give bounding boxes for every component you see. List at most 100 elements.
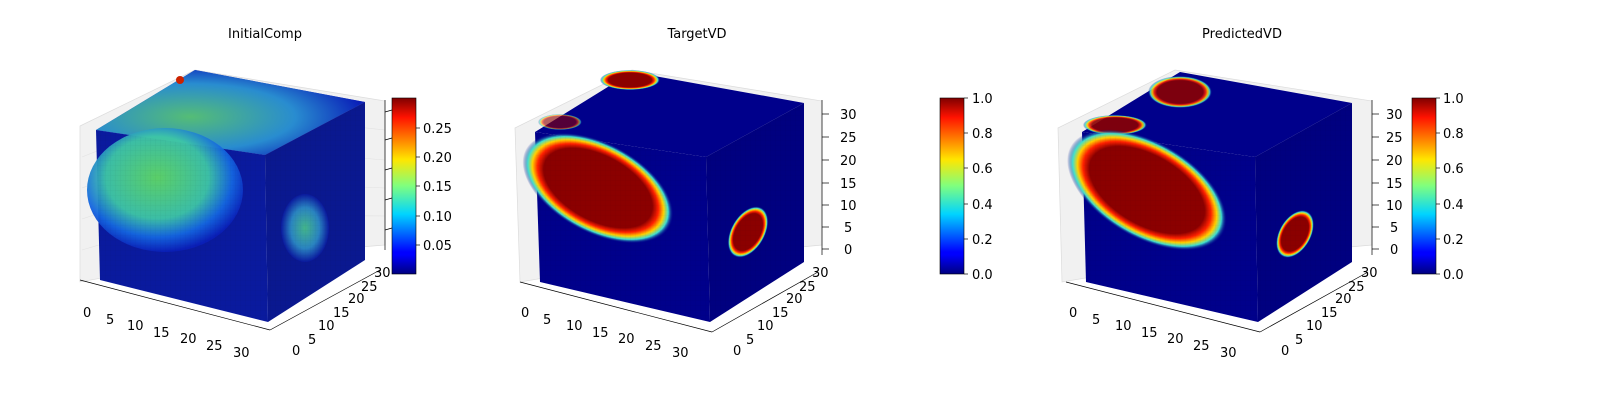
y-tick-label: 20 [1335,292,1352,307]
x-tick-label: 30 [1220,346,1237,361]
y-tick-label: 0 [733,344,741,359]
z-ticks [1372,113,1379,250]
colorbar-tick-label: 0.25 [423,122,452,137]
y-tick-label: 0 [1281,344,1289,359]
x-tick-labels: 0 5 10 15 20 25 30 [83,306,250,361]
z-tick-label: 0 [1390,243,1398,258]
colorbar-tick-label: 0.8 [972,127,993,142]
x-tick-label: 5 [106,313,114,328]
x-tick-label: 15 [592,326,609,341]
y-tick-label: 5 [308,333,316,348]
y-axis [1259,271,1369,333]
z-tick-label: 10 [1386,199,1403,214]
x-axis [79,279,271,331]
z-tick-label: 25 [840,131,857,146]
y-tick-label: 30 [374,266,391,281]
z-tick-labels: 30 25 20 15 10 5 0 [840,108,857,258]
x-tick-label: 10 [127,319,144,334]
y-tick-label: 20 [348,292,365,307]
x-tick-label: 10 [1115,319,1132,334]
x-tick-label: 30 [233,346,250,361]
z-tick-label: 5 [1390,221,1398,236]
colorbar [939,97,965,275]
colorbar-tick-label: 0.6 [1443,162,1464,177]
colorbar-tick-label: 0.8 [1443,127,1464,142]
y-axis [269,269,381,331]
colorbar-tick-label: 0.0 [972,268,993,283]
x-tick-label: 25 [1193,339,1210,354]
colorbar-tick-label: 1.0 [972,92,993,107]
z-ticks [822,113,829,250]
x-tick-label: 20 [1167,332,1184,347]
panel-title: TargetVD [666,27,726,42]
colorbar-tick-label: 0.4 [972,198,993,213]
colorbar-tick-label: 1.0 [1443,92,1464,107]
x-tick-label: 10 [566,319,583,334]
x-tick-label: 20 [618,332,635,347]
x-tick-label: 15 [153,326,170,341]
y-tick-label: 25 [361,280,378,295]
z-tick-label: 25 [1386,131,1403,146]
y-tick-label: 5 [746,333,754,348]
y-tick-labels: 0 5 10 15 20 25 30 [292,266,391,359]
colorbar [1411,97,1437,275]
colorbar-tick-label: 0.05 [423,239,452,254]
z-tick-label: 20 [1386,154,1403,169]
z-tick-label: 10 [840,199,857,214]
z-tick-labels: 30 25 20 15 10 5 0 [1386,108,1403,258]
x-tick-label: 25 [645,339,662,354]
x-tick-label: 15 [1141,326,1158,341]
y-tick-label: 30 [1361,266,1378,281]
z-tick-label: 20 [840,154,857,169]
y-tick-label: 10 [318,319,335,334]
y-tick-label: 10 [757,319,774,334]
y-tick-label: 25 [799,280,816,295]
colorbar-tick-label: 0.2 [1443,233,1464,248]
z-tick-label: 30 [1386,108,1403,123]
y-tick-label: 10 [1306,319,1323,334]
colorbar-tick-label: 0.0 [1443,268,1464,283]
panel-initialcomp: InitialComp 0 5 10 [79,27,452,361]
colorbar-tick-label: 0.15 [423,180,452,195]
hot-spot [176,76,184,84]
colorbar-tick-label: 0.20 [423,151,452,166]
x-tick-label: 0 [83,306,91,321]
x-tick-label: 0 [521,306,529,321]
x-tick-label: 20 [180,332,197,347]
x-tick-label: 25 [206,339,223,354]
z-tick-label: 30 [840,108,857,123]
z-tick-label: 0 [844,243,852,258]
x-tick-label: 5 [1092,313,1100,328]
panel-predictedvd: PredictedVD 30 25 20 15 10 5 0 [1057,27,1464,361]
z-tick-label: 5 [844,221,852,236]
y-tick-label: 15 [772,306,789,321]
x-tick-label: 5 [543,313,551,328]
x-tick-label: 0 [1069,306,1077,321]
y-tick-label: 15 [333,306,350,321]
colorbar-tick-label: 0.4 [1443,198,1464,213]
z-tick-label: 15 [840,177,857,192]
z-tick-label: 15 [1386,177,1403,192]
y-tick-labels: 0 5 10 15 20 25 30 [1281,266,1378,359]
colorbar-tick-label: 0.2 [972,233,993,248]
y-tick-label: 30 [812,266,829,281]
x-axis [1065,281,1261,333]
panel-title: PredictedVD [1202,27,1282,42]
y-tick-labels: 0 5 10 15 20 25 30 [733,266,829,359]
x-tick-labels: 0 5 10 15 20 25 30 [521,306,689,361]
x-tick-labels: 0 5 10 15 20 25 30 [1069,306,1237,361]
y-tick-label: 25 [1348,280,1365,295]
x-tick-label: 30 [672,346,689,361]
cube-top-face [535,72,804,157]
panel-title: InitialComp [228,27,302,42]
colorbar-tick-label: 0.10 [423,210,452,225]
y-tick-label: 15 [1321,306,1338,321]
y-axis [711,271,819,333]
x-axis [519,281,713,333]
colorbar-tick-label: 0.6 [972,162,993,177]
z-ticks [384,109,393,231]
y-tick-label: 0 [292,344,300,359]
colorbar [391,97,417,275]
y-tick-label: 5 [1295,333,1303,348]
